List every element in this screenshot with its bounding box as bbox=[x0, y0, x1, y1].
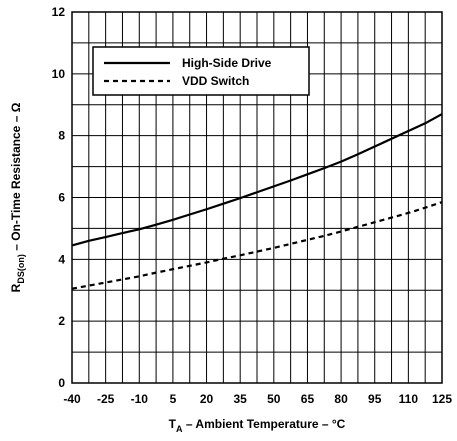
legend-box bbox=[92, 46, 310, 96]
y-tick-label: 6 bbox=[58, 191, 65, 205]
legend-label-high-side-drive: High-Side Drive bbox=[182, 56, 272, 70]
x-tick-label: 5 bbox=[170, 392, 177, 406]
x-tick-label: 95 bbox=[368, 392, 382, 406]
x-axis-title-main: T bbox=[169, 417, 177, 431]
x-axis-title-subscript: A bbox=[176, 424, 183, 434]
x-tick-label: 80 bbox=[334, 392, 348, 406]
y-tick-label: 10 bbox=[52, 67, 66, 81]
x-tick-labels: -40 -25 -10 5 20 35 50 65 80 95 110 125 bbox=[63, 392, 452, 406]
legend: High-Side Drive VDD Switch bbox=[92, 46, 310, 96]
x-axis-title-rest: – Ambient Temperature – °C bbox=[183, 417, 346, 431]
y-axis-title: RDS(on) – On-Time Resistance – Ω bbox=[9, 102, 26, 292]
x-tick-label: 35 bbox=[234, 392, 248, 406]
x-tick-label: 125 bbox=[432, 392, 452, 406]
x-tick-label: 20 bbox=[200, 392, 214, 406]
y-axis-title-main: R bbox=[9, 283, 23, 292]
y-tick-label: 0 bbox=[58, 376, 65, 390]
x-tick-label: 50 bbox=[267, 392, 281, 406]
x-tick-label: -10 bbox=[131, 392, 149, 406]
legend-label-vdd-switch: VDD Switch bbox=[182, 74, 249, 88]
x-tick-label: -25 bbox=[97, 392, 115, 406]
y-axis-title-subscript: DS(on) bbox=[16, 254, 26, 284]
series-line-vdd-switch bbox=[71, 201, 443, 290]
y-tick-label: 8 bbox=[58, 129, 65, 143]
x-tick-label: 110 bbox=[399, 392, 419, 406]
x-axis-title: TA – Ambient Temperature – °C bbox=[169, 417, 346, 434]
y-tick-label: 2 bbox=[58, 314, 65, 328]
series-layer bbox=[71, 113, 443, 290]
y-tick-labels: 0 2 4 6 8 10 12 bbox=[52, 5, 66, 390]
series-line-high-side-drive bbox=[71, 113, 443, 247]
x-tick-label: 65 bbox=[301, 392, 315, 406]
y-axis-title-rest: – On-Time Resistance – Ω bbox=[9, 102, 23, 254]
y-tick-label: 12 bbox=[52, 5, 66, 19]
x-tick-label: -40 bbox=[63, 392, 81, 406]
y-tick-label: 4 bbox=[58, 252, 65, 266]
plot-frame bbox=[71, 11, 443, 384]
